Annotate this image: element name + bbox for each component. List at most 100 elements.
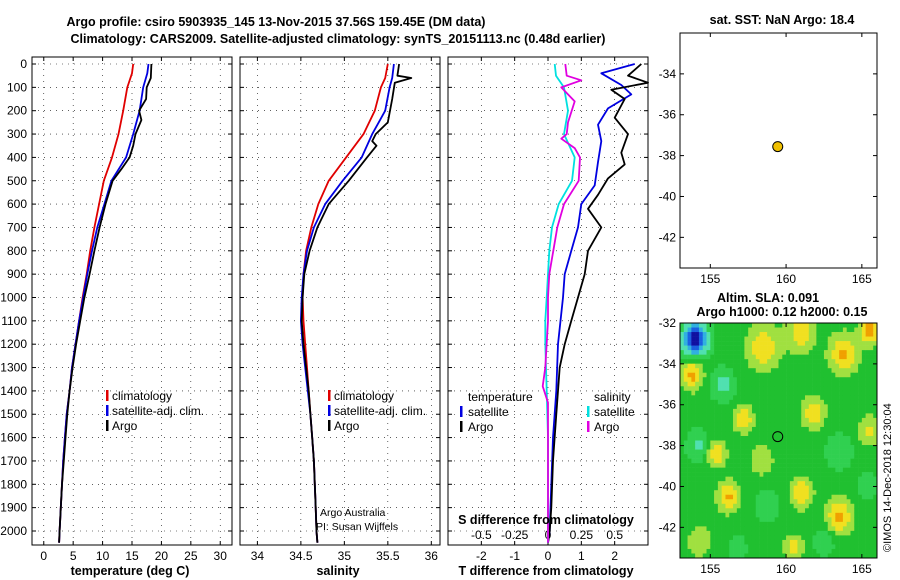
xtick-label: 160	[776, 562, 796, 576]
heatmap-cell	[733, 431, 738, 437]
heatmap-cell	[740, 386, 745, 392]
heatmap-cell	[812, 390, 817, 396]
heatmap-cell	[748, 445, 753, 450]
heatmap-cell	[691, 350, 696, 355]
heatmap-cell	[778, 512, 783, 518]
heatmap-cell	[823, 408, 829, 414]
heatmap-cell	[823, 481, 829, 486]
heatmap-cell	[759, 336, 764, 342]
heatmap-cell	[842, 535, 847, 541]
heatmap-cell	[820, 521, 825, 527]
heatmap-cell	[725, 377, 730, 383]
heatmap-cell	[801, 512, 806, 518]
heatmap-cell	[873, 413, 878, 419]
heatmap-cell	[846, 386, 851, 392]
heatmap-cell	[850, 463, 855, 468]
heatmap-cell	[733, 408, 738, 414]
heatmap-cell	[839, 517, 844, 523]
heatmap-cell	[858, 508, 863, 514]
salinity-legend: climatology satellite-adj. clim. Argo	[328, 389, 426, 433]
xtick-label: -2	[476, 549, 487, 563]
heatmap-cell	[869, 472, 874, 477]
heatmap-cell	[778, 408, 783, 414]
heatmap-cell	[801, 354, 806, 360]
heatmap-cell	[736, 454, 741, 459]
heatmap-cell	[861, 417, 866, 423]
heatmap-cell	[702, 521, 707, 527]
heatmap-cell	[861, 481, 866, 486]
heatmap-cell	[733, 481, 738, 486]
heatmap-cell	[706, 503, 711, 509]
xtick-label: 1	[578, 549, 585, 563]
heatmap-cell	[861, 345, 866, 351]
heatmap-cell	[710, 548, 715, 554]
heatmap-cell	[854, 345, 859, 351]
heatmap-cell	[842, 350, 847, 355]
heatmap-cell	[729, 490, 734, 496]
heatmap-cell	[831, 368, 836, 374]
heatmap-cell	[820, 463, 825, 468]
heatmap-cell	[717, 467, 722, 473]
heatmap-cell	[778, 368, 783, 374]
heatmap-cell	[680, 481, 685, 486]
heatmap-cell	[744, 530, 749, 536]
heatmap-cell	[691, 476, 696, 482]
heatmap-cell	[759, 431, 764, 437]
heatmap-cell	[695, 354, 700, 360]
heatmap-cell	[823, 341, 829, 346]
heatmap-cell	[808, 422, 813, 428]
heatmap-cell	[698, 449, 704, 455]
heatmap-cell	[854, 539, 859, 545]
heatmap-cell	[816, 485, 821, 491]
heatmap-cell	[751, 336, 757, 342]
heatmap-cell	[729, 445, 734, 450]
heatmap-cell	[695, 422, 700, 428]
heatmap-cell	[767, 467, 772, 473]
heatmap-cell	[782, 476, 787, 482]
heatmap-cell	[759, 481, 764, 486]
heatmap-cell	[691, 368, 696, 374]
legend-climatology: climatology	[112, 389, 172, 403]
heatmap-cell	[801, 440, 806, 446]
heatmap-cell	[733, 476, 738, 482]
heatmap-cell	[755, 539, 760, 545]
heatmap-cell	[683, 517, 688, 523]
heatmap-cell	[835, 399, 840, 405]
heatmap-cell	[702, 345, 707, 351]
heatmap-cell	[801, 472, 806, 477]
heatmap-cell	[827, 553, 832, 559]
heatmap-cell	[736, 327, 741, 333]
heatmap-cell	[729, 377, 734, 383]
heatmap-cell	[865, 458, 870, 464]
heatmap-cell	[858, 413, 863, 419]
heatmap-cell	[820, 386, 825, 392]
heatmap-cell	[782, 399, 787, 405]
heatmap-cell	[858, 341, 863, 346]
heatmap-cell	[710, 426, 715, 432]
heatmap-cell	[869, 422, 874, 428]
heatmap-cell	[861, 526, 866, 532]
heatmap-cell	[831, 440, 836, 446]
heatmap-cell	[744, 476, 749, 482]
heatmap-cell	[820, 530, 825, 536]
heatmap-cell	[721, 472, 726, 477]
heatmap-cell	[797, 363, 802, 369]
heatmap-cell	[695, 530, 700, 536]
heatmap-cell	[793, 390, 798, 396]
heatmap-cell	[751, 530, 757, 536]
heatmap-cell	[691, 463, 696, 468]
heatmap-cell	[846, 485, 851, 491]
heatmap-cell	[748, 381, 753, 387]
heatmap-cell	[820, 336, 825, 342]
heatmap-cell	[729, 431, 734, 437]
heatmap-cell	[733, 548, 738, 554]
heatmap-cell	[808, 323, 813, 328]
heatmap-cell	[805, 417, 810, 423]
heatmap-cell	[786, 472, 791, 477]
heatmap-cell	[782, 372, 787, 378]
heatmap-cell	[717, 399, 722, 405]
xtick-label: 35	[338, 549, 352, 563]
heatmap-cell	[748, 332, 753, 337]
heatmap-cell	[740, 350, 745, 355]
heatmap-cell	[740, 445, 745, 450]
